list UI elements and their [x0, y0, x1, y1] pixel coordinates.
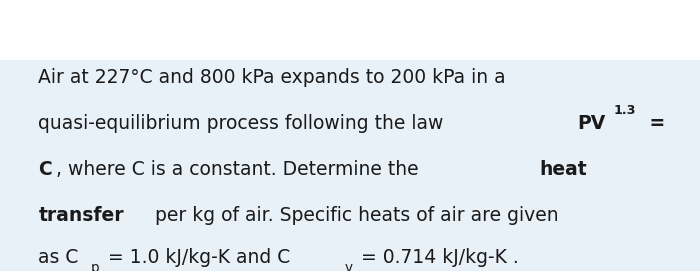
Text: p: p — [90, 260, 99, 271]
Text: =: = — [643, 114, 665, 133]
Text: quasi-equilibrium process following the law: quasi-equilibrium process following the … — [38, 114, 456, 133]
Text: , where C is a constant. Determine the: , where C is a constant. Determine the — [56, 160, 431, 179]
Text: transfer: transfer — [38, 206, 124, 225]
Text: C: C — [38, 160, 52, 179]
Text: per kg of air. Specific heats of air are given: per kg of air. Specific heats of air are… — [149, 206, 559, 225]
Text: v: v — [344, 260, 353, 271]
Text: 1.3: 1.3 — [613, 104, 636, 117]
Text: PV: PV — [577, 114, 606, 133]
FancyBboxPatch shape — [0, 0, 700, 60]
Text: heat: heat — [540, 160, 587, 179]
Text: = 0.714 kJ/kg-K .: = 0.714 kJ/kg-K . — [355, 248, 519, 267]
Text: Air at 227°C and 800 kPa expands to 200 kPa in a: Air at 227°C and 800 kPa expands to 200 … — [38, 68, 506, 87]
Text: as C: as C — [38, 248, 79, 267]
Text: = 1.0 kJ/kg-K and C: = 1.0 kJ/kg-K and C — [102, 248, 290, 267]
